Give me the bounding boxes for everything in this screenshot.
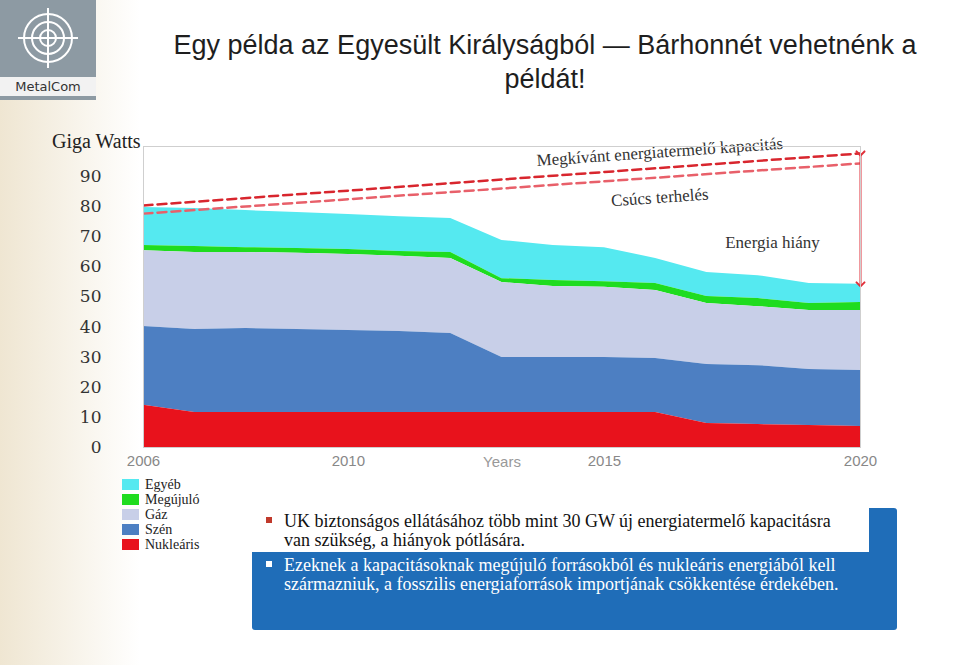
svg-text:20: 20 bbox=[80, 377, 102, 397]
html-text:UK biztonságos ellátásához töb: UK biztonságos ellátásához több mint 30 … bbox=[284, 511, 831, 550]
svg-text:50: 50 bbox=[80, 286, 102, 306]
svg-text:Megkívánt energiatermelő kapac: Megkívánt energiatermelő kapacitás bbox=[536, 134, 784, 170]
svg-text:Csúcs terhelés: Csúcs terhelés bbox=[610, 184, 709, 210]
html-text:Giga Watts: Giga Watts bbox=[52, 130, 141, 152]
svg-text:60: 60 bbox=[80, 256, 102, 276]
html-text:Egy példa az Egyesült Királysá: Egy példa az Egyesült Királyságból — Bár… bbox=[173, 30, 917, 94]
svg-text:30: 30 bbox=[80, 347, 102, 367]
svg-text:2020: 2020 bbox=[844, 452, 877, 469]
svg-text:40: 40 bbox=[80, 317, 102, 337]
html-text:Nukleáris: Nukleáris bbox=[145, 536, 200, 552]
html-text:Megújuló: Megújuló bbox=[145, 491, 200, 507]
html-text:Szén: Szén bbox=[145, 521, 173, 537]
svg-text:10: 10 bbox=[80, 407, 102, 427]
html-text:Ezeknek a kapacitásoknak megúj: Ezeknek a kapacitásoknak megújuló forrás… bbox=[284, 555, 839, 594]
svg-text:80: 80 bbox=[80, 196, 102, 216]
svg-text:2010: 2010 bbox=[332, 452, 365, 469]
svg-text:2006: 2006 bbox=[127, 452, 160, 469]
svg-text:Years: Years bbox=[483, 453, 521, 470]
svg-text:90: 90 bbox=[80, 166, 102, 186]
svg-text:Energia hiány: Energia hiány bbox=[725, 233, 820, 252]
svg-text:2015: 2015 bbox=[588, 452, 621, 469]
html-text:Egyéb: Egyéb bbox=[145, 476, 181, 492]
html-text:MetalCom: MetalCom bbox=[15, 79, 81, 94]
svg-text:70: 70 bbox=[80, 226, 102, 246]
html-text:Gáz: Gáz bbox=[145, 506, 168, 522]
svg-text:0: 0 bbox=[91, 437, 102, 457]
